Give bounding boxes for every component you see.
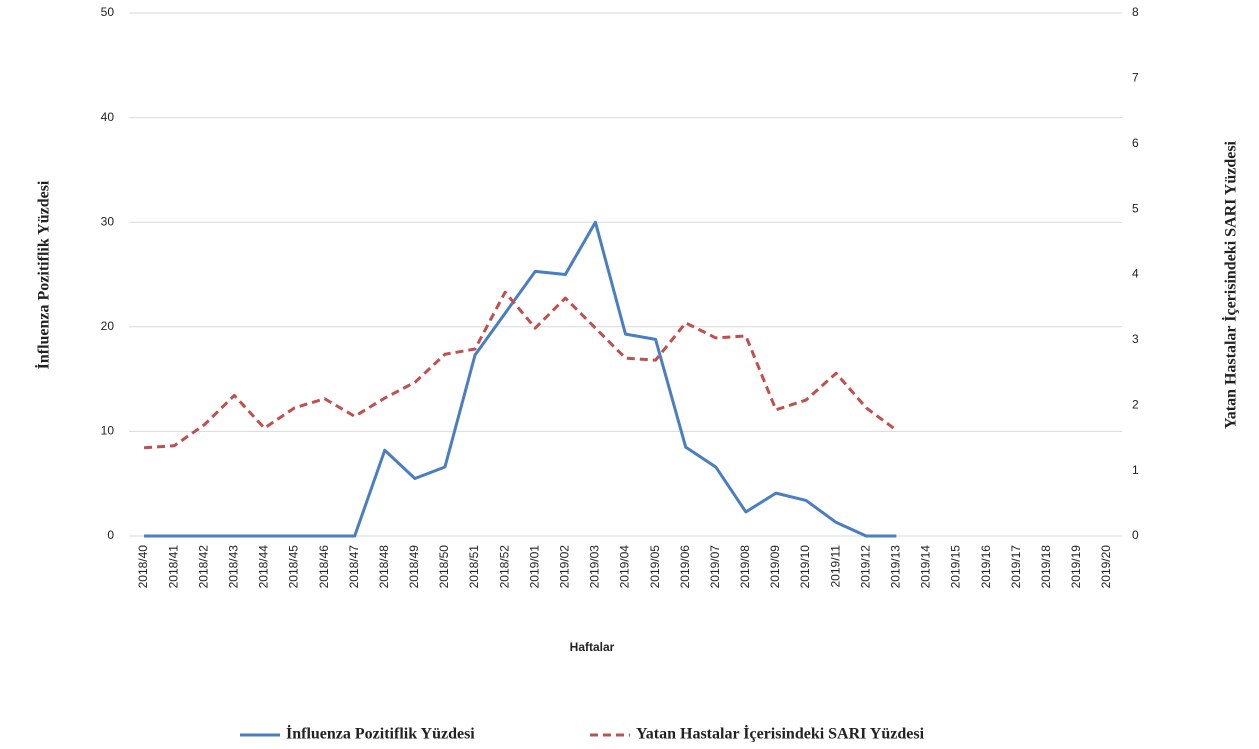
x-tick-label: 2019/14 — [919, 545, 933, 589]
y2-axis-title: Yatan Hastalar İçerisindeki SARI Yüzdesi — [1221, 140, 1240, 429]
x-tick-label: 2018/40 — [136, 545, 150, 589]
y-tick-label: 10 — [101, 424, 115, 438]
x-tick-label: 2018/47 — [347, 545, 361, 589]
y2-tick-label: 3 — [1132, 332, 1139, 346]
legend-label: Yatan Hastalar İçerisindeki SARI Yüzdesi — [636, 724, 925, 743]
x-tick-label: 2019/11 — [828, 545, 842, 588]
x-tick-label: 2019/08 — [738, 545, 752, 589]
x-tick-label: 2018/41 — [166, 545, 180, 589]
x-tick-label: 2018/42 — [196, 545, 210, 589]
x-tick-label: 2019/17 — [1009, 545, 1023, 589]
x-axis-title: Haftalar — [570, 640, 615, 654]
y2-tick-label: 1 — [1132, 463, 1139, 477]
x-tick-label: 2018/51 — [467, 545, 481, 589]
y-tick-label: 50 — [101, 5, 115, 19]
x-tick-label: 2019/04 — [618, 545, 632, 589]
y-tick-label: 40 — [101, 110, 115, 124]
x-tick-label: 2019/05 — [648, 545, 662, 589]
x-tick-label: 2019/19 — [1069, 545, 1083, 589]
series-line — [144, 220, 897, 538]
y2-tick-label: 4 — [1132, 267, 1139, 281]
x-tick-label: 2019/07 — [708, 545, 722, 589]
y-axis-title: İnfluenza Pozitiflik Yüzdesi — [34, 180, 53, 369]
x-tick-label: 2019/20 — [1099, 545, 1113, 589]
series-line — [143, 290, 898, 450]
x-tick-label: 2019/18 — [1039, 545, 1053, 589]
y-tick-label: 30 — [101, 214, 115, 228]
x-tick-label: 2019/01 — [527, 545, 541, 589]
x-tick-label: 2019/12 — [858, 545, 872, 589]
y2-tick-label: 8 — [1132, 5, 1139, 19]
legend-label: İnfluenza Pozitiflik Yüzdesi — [286, 724, 475, 743]
x-tick-label: 2018/49 — [407, 545, 421, 589]
y2-tick-label: 6 — [1132, 136, 1139, 150]
x-tick-label: 2018/48 — [377, 545, 391, 589]
y2-tick-label: 7 — [1132, 71, 1139, 85]
x-tick-label: 2018/50 — [437, 545, 451, 589]
x-tick-label: 2019/16 — [979, 545, 993, 589]
x-tick-label: 2018/46 — [317, 545, 331, 589]
x-tick-label: 2018/52 — [497, 545, 511, 589]
x-tick-label: 2019/15 — [949, 545, 963, 589]
x-tick-label: 2019/10 — [798, 545, 812, 589]
x-tick-label: 2019/13 — [888, 545, 902, 589]
x-tick-label: 2018/45 — [287, 545, 301, 589]
x-tick-label: 2019/06 — [678, 545, 692, 589]
x-tick-label: 2018/44 — [257, 545, 271, 589]
y2-tick-label: 0 — [1132, 528, 1139, 542]
x-tick-label: 2019/02 — [557, 545, 571, 589]
y2-tick-label: 2 — [1132, 397, 1139, 411]
y2-tick-label: 5 — [1132, 201, 1139, 215]
x-tick-label: 2018/43 — [226, 545, 240, 589]
x-tick-label: 2019/03 — [588, 545, 602, 589]
x-tick-label: 2019/09 — [768, 545, 782, 589]
y-tick-label: 20 — [101, 319, 115, 333]
y-tick-label: 0 — [107, 528, 114, 542]
